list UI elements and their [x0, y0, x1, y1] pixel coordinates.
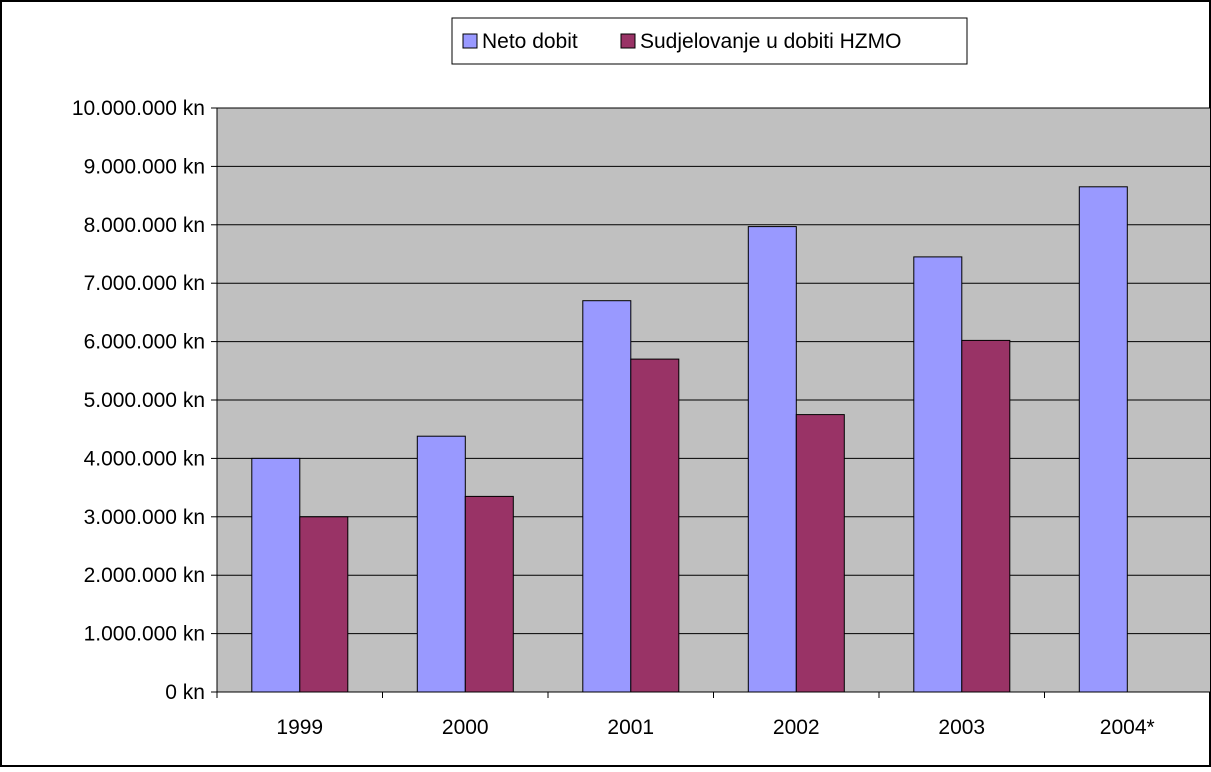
- legend-swatch-sudjelovanje: [620, 33, 636, 49]
- y-tick-label: 7.000.000 kn: [84, 272, 205, 295]
- legend-swatch-neto-dobit: [462, 33, 478, 49]
- x-tick-label: 1999: [276, 716, 323, 739]
- y-tick-label: 9.000.000 kn: [84, 155, 205, 178]
- y-tick-label: 4.000.000 kn: [84, 447, 205, 470]
- bars: [251, 186, 1128, 693]
- x-tick-label: 2003: [938, 716, 985, 739]
- y-tick-label: 1.000.000 kn: [84, 623, 205, 646]
- legend-box: [451, 17, 968, 65]
- y-tick-label: 10.000.000 kn: [72, 97, 205, 120]
- y-tick-label: 8.000.000 kn: [84, 214, 205, 237]
- legend-label-neto-dobit: Neto dobit: [482, 30, 578, 53]
- legend-label-sudjelovanje: Sudjelovanje u dobiti HZMO: [640, 30, 901, 53]
- y-tick-label: 6.000.000 kn: [84, 331, 205, 354]
- bar-sudjelovanje-2001: [630, 358, 680, 693]
- x-tick-label: 2000: [442, 716, 489, 739]
- bar-neto-dobit-2001: [582, 300, 632, 693]
- y-tick-label: 0 kn: [165, 681, 205, 704]
- bar-neto-dobit-2002: [747, 226, 797, 693]
- y-axis-ticks: 0 kn 1.000.000 kn 2.000.000 kn 3.000.000 kn…: [72, 97, 217, 704]
- y-tick-label: 2.000.000 kn: [84, 564, 205, 587]
- x-axis-ticks: 1999 2000 2001 2002 2003 2004*: [216, 692, 1211, 739]
- x-tick-label: 2002: [773, 716, 820, 739]
- bar-sudjelovanje-2003: [961, 339, 1011, 693]
- bar-neto-dobit-2004: [1078, 186, 1128, 693]
- gridlines: [217, 107, 1210, 635]
- bar-neto-dobit-2003: [913, 256, 963, 693]
- bar-sudjelovanje-2002: [795, 414, 845, 693]
- legend: Neto dobit Sudjelovanje u dobiti HZMO: [451, 17, 968, 65]
- bar-neto-dobit-2000: [416, 435, 466, 693]
- bar-neto-dobit-1999: [251, 457, 301, 693]
- y-tick-label: 3.000.000 kn: [84, 506, 205, 529]
- y-tick-label: 5.000.000 kn: [84, 389, 205, 412]
- bar-sudjelovanje-1999: [299, 516, 349, 693]
- x-tick-label: 2004*: [1100, 716, 1155, 739]
- bar-sudjelovanje-2000: [464, 495, 514, 693]
- x-tick-label: 2001: [607, 716, 654, 739]
